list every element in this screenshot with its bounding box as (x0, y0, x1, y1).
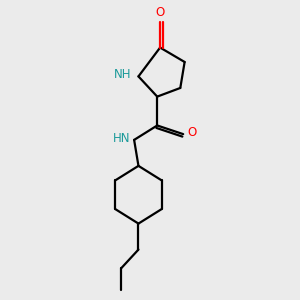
Text: HN: HN (113, 132, 131, 145)
Text: O: O (188, 126, 197, 139)
Text: NH: NH (114, 68, 131, 82)
Text: O: O (155, 6, 165, 19)
